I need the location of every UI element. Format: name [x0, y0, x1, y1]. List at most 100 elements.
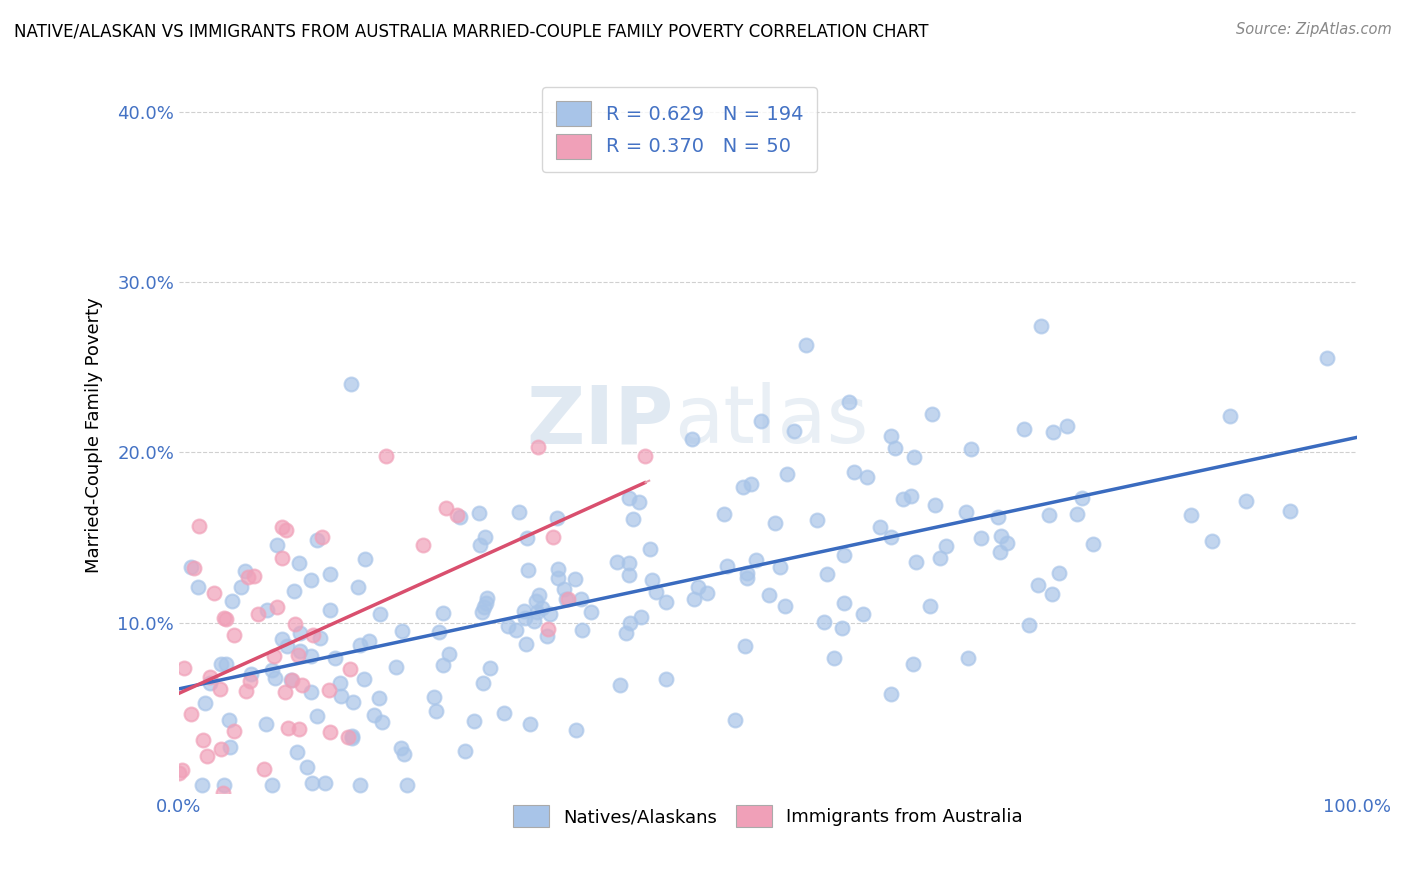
- Point: [735, 571, 758, 585]
- Point: [852, 607, 875, 622]
- Point: [432, 606, 454, 620]
- Point: [928, 551, 950, 566]
- Point: [880, 530, 903, 544]
- Point: [468, 506, 491, 520]
- Point: [266, 538, 288, 552]
- Point: [1026, 577, 1049, 591]
- Point: [1038, 508, 1060, 523]
- Point: [696, 586, 718, 600]
- Point: [247, 607, 270, 621]
- Point: [290, 625, 312, 640]
- Point: [439, 647, 461, 661]
- Point: [198, 670, 221, 684]
- Point: [749, 414, 772, 428]
- Point: [579, 605, 602, 619]
- Point: [353, 672, 375, 686]
- Point: [240, 667, 263, 681]
- Point: [988, 545, 1011, 559]
- Point: [538, 607, 561, 621]
- Point: [330, 689, 353, 703]
- Point: [423, 690, 446, 704]
- Point: [900, 490, 922, 504]
- Point: [384, 660, 406, 674]
- Point: [769, 559, 792, 574]
- Point: [641, 573, 664, 587]
- Point: [1040, 587, 1063, 601]
- Point: [183, 561, 205, 575]
- Point: [901, 657, 924, 672]
- Point: [202, 586, 225, 600]
- Point: [243, 569, 266, 583]
- Point: [284, 617, 307, 632]
- Point: [274, 523, 297, 537]
- Point: [619, 556, 641, 570]
- Point: [342, 731, 364, 746]
- Point: [214, 613, 236, 627]
- Point: [832, 548, 855, 562]
- Point: [425, 704, 447, 718]
- Point: [655, 595, 678, 609]
- Point: [716, 559, 738, 574]
- Point: [523, 614, 546, 628]
- Point: [681, 432, 703, 446]
- Point: [340, 376, 363, 391]
- Point: [960, 442, 983, 456]
- Point: [371, 714, 394, 729]
- Point: [471, 605, 494, 619]
- Legend: Natives/Alaskans, Immigrants from Australia: Natives/Alaskans, Immigrants from Austra…: [506, 798, 1031, 834]
- Point: [920, 599, 942, 613]
- Point: [731, 480, 754, 494]
- Point: [782, 424, 804, 438]
- Point: [209, 742, 232, 756]
- Point: [745, 553, 768, 567]
- Point: [547, 561, 569, 575]
- Point: [1316, 351, 1339, 366]
- Point: [391, 624, 413, 639]
- Point: [449, 509, 471, 524]
- Point: [1081, 536, 1104, 550]
- Point: [740, 476, 762, 491]
- Point: [340, 729, 363, 743]
- Point: [453, 744, 475, 758]
- Point: [921, 407, 943, 421]
- Point: [212, 611, 235, 625]
- Point: [475, 591, 498, 605]
- Point: [536, 629, 558, 643]
- Point: [412, 537, 434, 551]
- Point: [1029, 319, 1052, 334]
- Point: [274, 685, 297, 699]
- Point: [180, 706, 202, 721]
- Point: [287, 745, 309, 759]
- Point: [299, 685, 322, 699]
- Point: [627, 495, 650, 509]
- Point: [990, 528, 1012, 542]
- Point: [546, 510, 568, 524]
- Point: [555, 591, 578, 606]
- Point: [169, 766, 191, 780]
- Point: [891, 492, 914, 507]
- Point: [468, 538, 491, 552]
- Point: [831, 621, 853, 635]
- Point: [222, 628, 245, 642]
- Point: [208, 681, 231, 696]
- Point: [281, 673, 304, 688]
- Point: [547, 571, 569, 585]
- Point: [475, 596, 498, 610]
- Point: [1012, 422, 1035, 436]
- Point: [295, 760, 318, 774]
- Point: [309, 632, 332, 646]
- Point: [1278, 504, 1301, 518]
- Point: [683, 592, 706, 607]
- Text: NATIVE/ALASKAN VS IMMIGRANTS FROM AUSTRALIA MARRIED-COUPLE FAMILY POVERTY CORREL: NATIVE/ALASKAN VS IMMIGRANTS FROM AUSTRA…: [14, 22, 928, 40]
- Point: [432, 657, 454, 672]
- Point: [180, 560, 202, 574]
- Point: [644, 584, 666, 599]
- Point: [1219, 409, 1241, 423]
- Point: [526, 605, 548, 619]
- Point: [214, 657, 236, 672]
- Text: Source: ZipAtlas.com: Source: ZipAtlas.com: [1236, 22, 1392, 37]
- Point: [187, 519, 209, 533]
- Point: [395, 778, 418, 792]
- Point: [883, 442, 905, 456]
- Point: [271, 551, 294, 566]
